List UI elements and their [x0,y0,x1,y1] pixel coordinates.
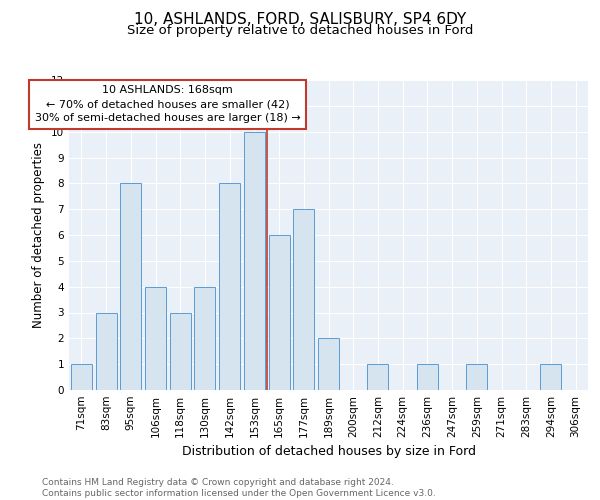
Text: 10 ASHLANDS: 168sqm
← 70% of detached houses are smaller (42)
30% of semi-detach: 10 ASHLANDS: 168sqm ← 70% of detached ho… [35,85,301,123]
Bar [541,364,562,390]
Bar [318,338,339,390]
Text: Contains HM Land Registry data © Crown copyright and database right 2024.
Contai: Contains HM Land Registry data © Crown c… [42,478,436,498]
Bar [95,312,116,390]
Bar [269,235,290,390]
Text: 10, ASHLANDS, FORD, SALISBURY, SP4 6DY: 10, ASHLANDS, FORD, SALISBURY, SP4 6DY [134,12,466,28]
X-axis label: Distribution of detached houses by size in Ford: Distribution of detached houses by size … [182,446,476,458]
Y-axis label: Number of detached properties: Number of detached properties [32,142,46,328]
Bar [244,132,265,390]
Bar [120,184,141,390]
Bar [170,312,191,390]
Bar [466,364,487,390]
Bar [71,364,92,390]
Bar [219,184,240,390]
Text: Size of property relative to detached houses in Ford: Size of property relative to detached ho… [127,24,473,37]
Bar [367,364,388,390]
Bar [417,364,438,390]
Bar [293,209,314,390]
Bar [145,286,166,390]
Bar [194,286,215,390]
